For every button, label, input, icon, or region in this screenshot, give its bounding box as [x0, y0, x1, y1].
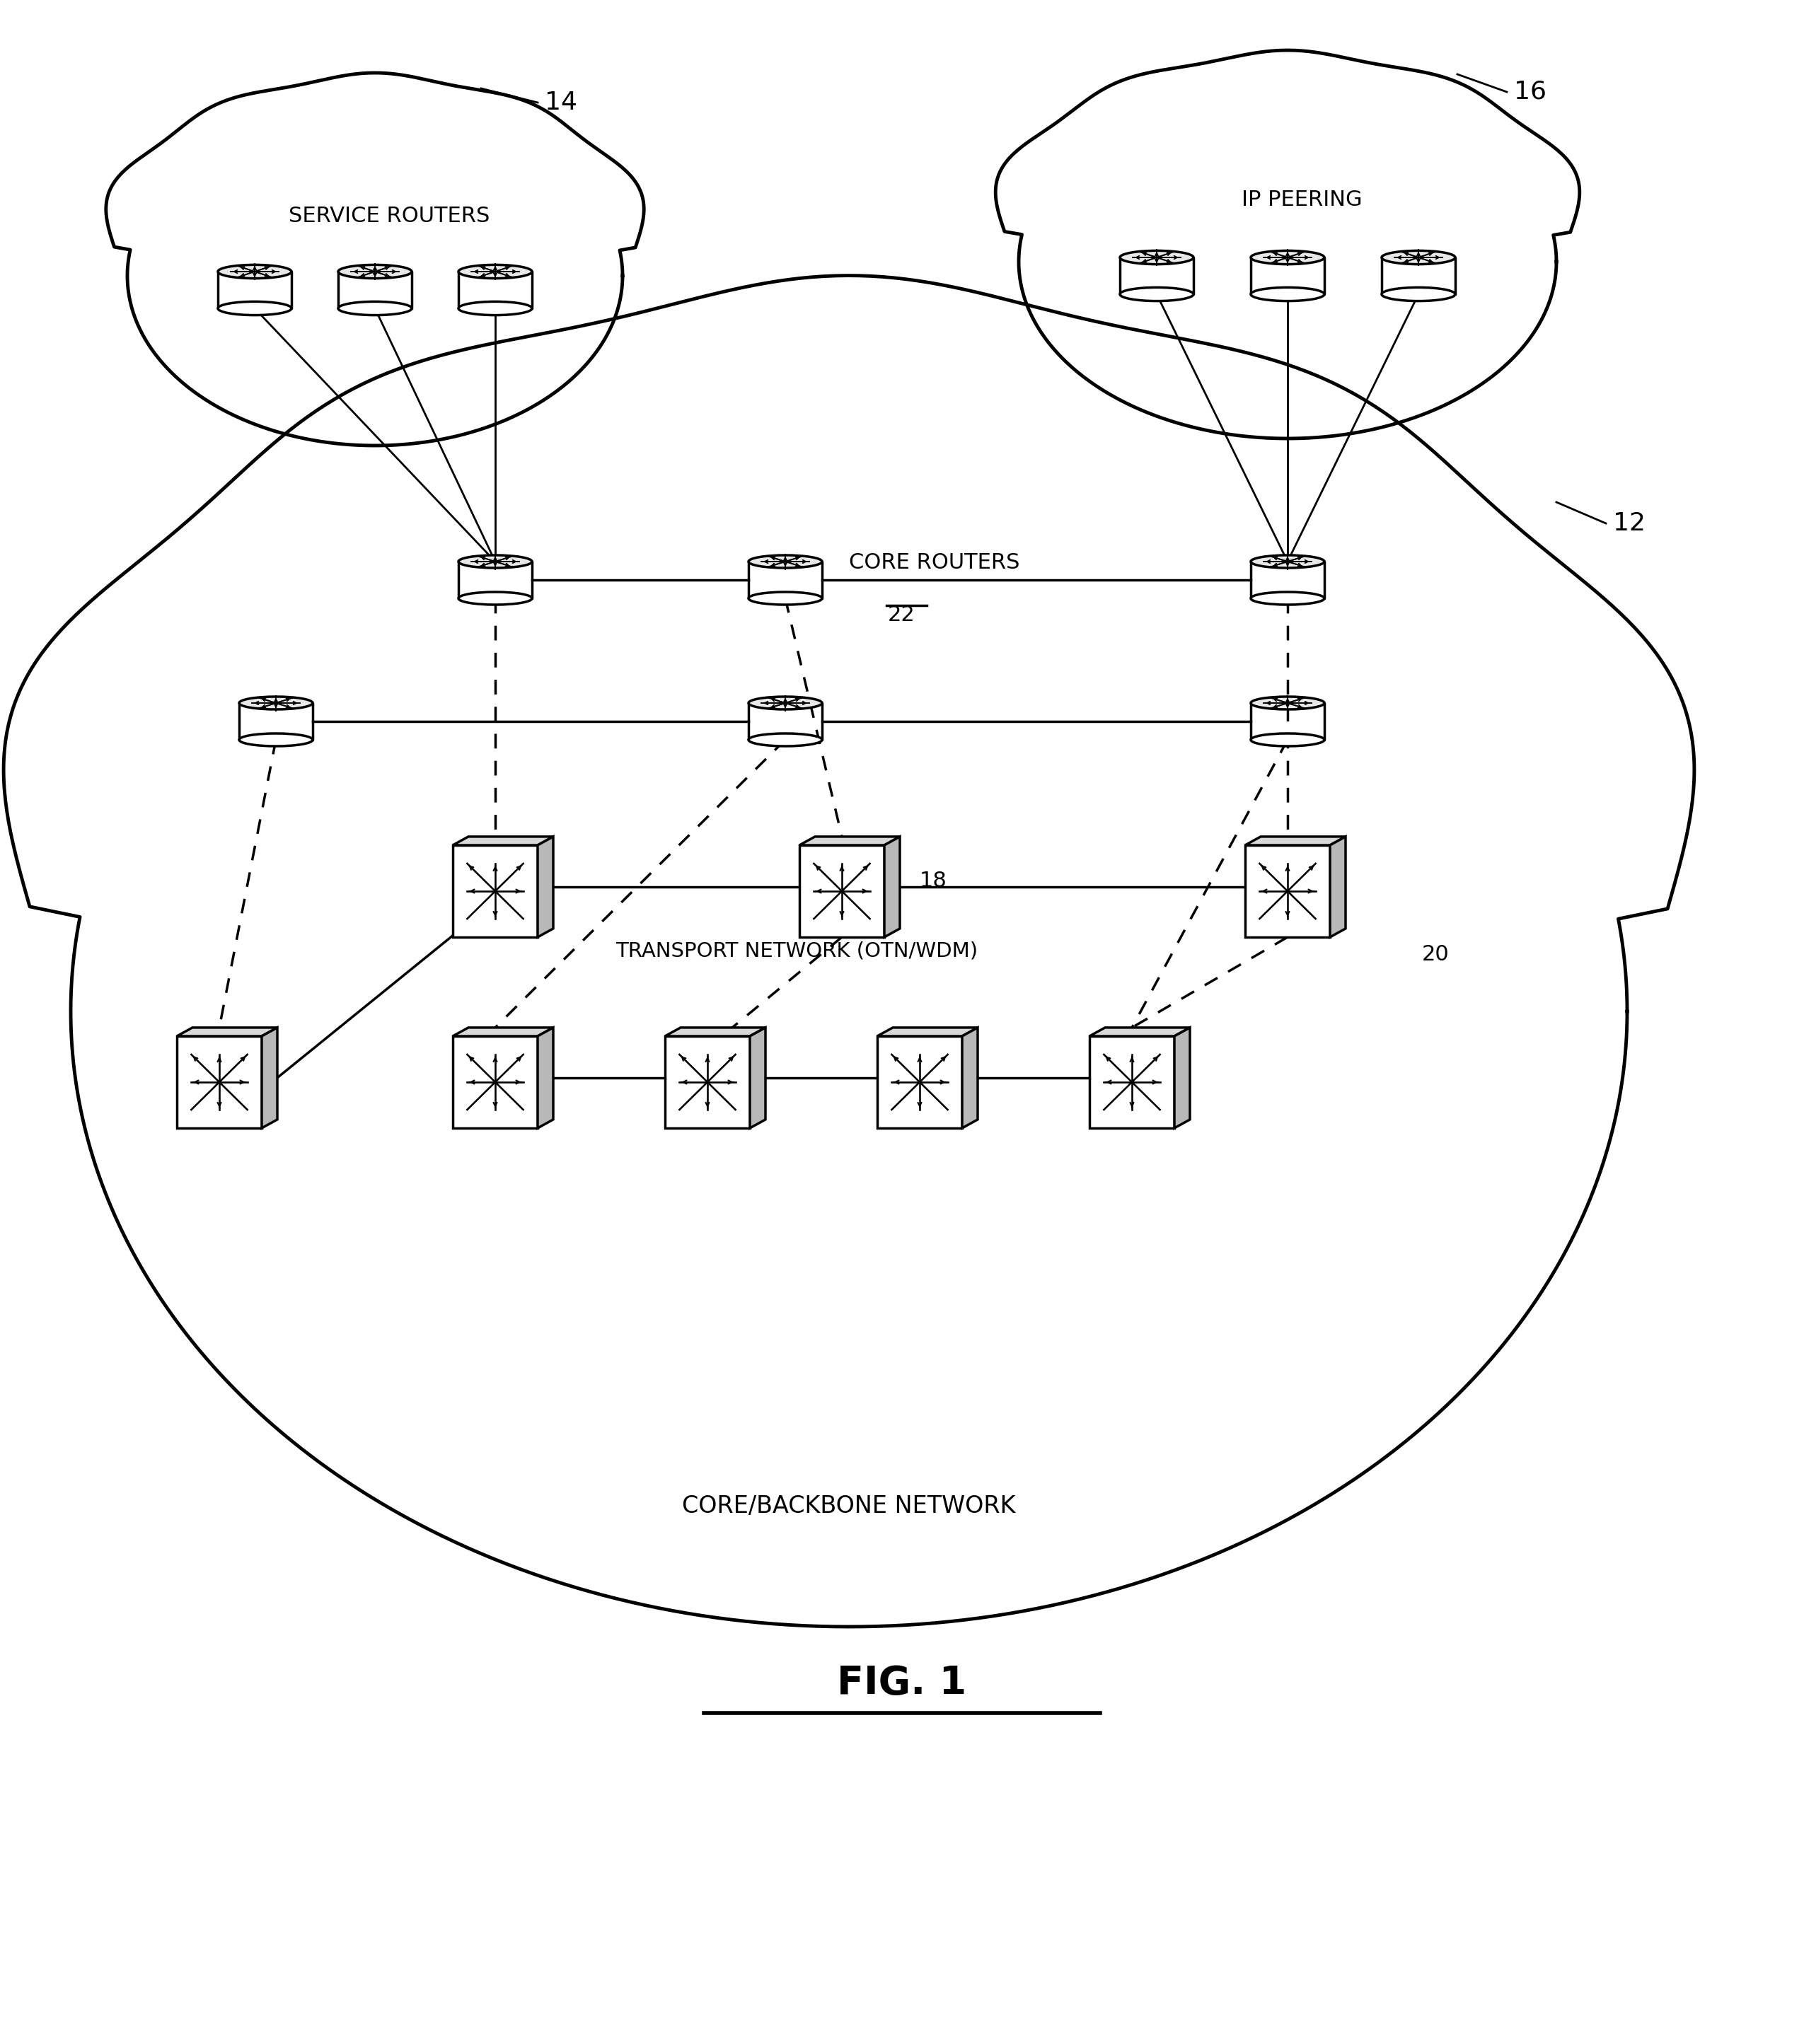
Text: 22: 22 [888, 605, 915, 625]
Ellipse shape [1382, 288, 1456, 300]
Ellipse shape [1250, 593, 1324, 605]
Bar [1245, 844, 1330, 936]
Polygon shape [453, 1028, 554, 1036]
Ellipse shape [458, 556, 532, 568]
Polygon shape [1090, 1028, 1191, 1036]
Ellipse shape [458, 303, 532, 315]
Polygon shape [996, 51, 1580, 439]
Ellipse shape [240, 734, 312, 746]
Text: 18: 18 [920, 871, 947, 891]
Text: 20: 20 [1422, 944, 1449, 965]
Ellipse shape [337, 303, 411, 315]
Ellipse shape [218, 303, 292, 315]
Polygon shape [666, 1028, 765, 1036]
Ellipse shape [1250, 251, 1324, 264]
Ellipse shape [240, 697, 312, 709]
Polygon shape [262, 1028, 278, 1128]
Ellipse shape [749, 697, 823, 709]
Text: 12: 12 [1613, 511, 1645, 536]
Text: FIG. 1: FIG. 1 [837, 1664, 967, 1703]
Ellipse shape [218, 266, 292, 278]
Ellipse shape [749, 734, 823, 746]
Ellipse shape [749, 556, 823, 568]
Polygon shape [799, 836, 900, 844]
Polygon shape [1330, 836, 1346, 936]
Text: CORE/BACKBONE NETWORK: CORE/BACKBONE NETWORK [682, 1494, 1016, 1519]
Polygon shape [177, 1028, 278, 1036]
Ellipse shape [1120, 251, 1194, 264]
Polygon shape [884, 836, 900, 936]
Polygon shape [453, 836, 554, 844]
Ellipse shape [337, 266, 411, 278]
Text: 14: 14 [545, 90, 577, 114]
Text: IP PEERING: IP PEERING [1241, 190, 1362, 211]
Ellipse shape [1250, 697, 1324, 709]
Bar [453, 844, 538, 936]
Text: CORE ROUTERS: CORE ROUTERS [850, 552, 1019, 572]
Bar [799, 844, 884, 936]
Polygon shape [106, 74, 644, 446]
Polygon shape [877, 1028, 978, 1036]
Bar [453, 1036, 538, 1128]
Text: SERVICE ROUTERS: SERVICE ROUTERS [289, 206, 489, 227]
Polygon shape [750, 1028, 765, 1128]
Bar [177, 1036, 262, 1128]
Polygon shape [4, 276, 1694, 1627]
Bar [1090, 1036, 1174, 1128]
Polygon shape [538, 836, 554, 936]
Polygon shape [962, 1028, 978, 1128]
Ellipse shape [1120, 288, 1194, 300]
Ellipse shape [1250, 556, 1324, 568]
Polygon shape [538, 1028, 554, 1128]
Ellipse shape [458, 593, 532, 605]
Ellipse shape [749, 593, 823, 605]
Bar [877, 1036, 962, 1128]
Text: 16: 16 [1514, 80, 1546, 104]
Ellipse shape [1250, 734, 1324, 746]
Ellipse shape [1382, 251, 1456, 264]
Bar [666, 1036, 750, 1128]
Ellipse shape [1250, 288, 1324, 300]
Polygon shape [1245, 836, 1346, 844]
Text: TRANSPORT NETWORK (OTN/WDM): TRANSPORT NETWORK (OTN/WDM) [615, 940, 978, 961]
Ellipse shape [458, 266, 532, 278]
Polygon shape [1174, 1028, 1191, 1128]
